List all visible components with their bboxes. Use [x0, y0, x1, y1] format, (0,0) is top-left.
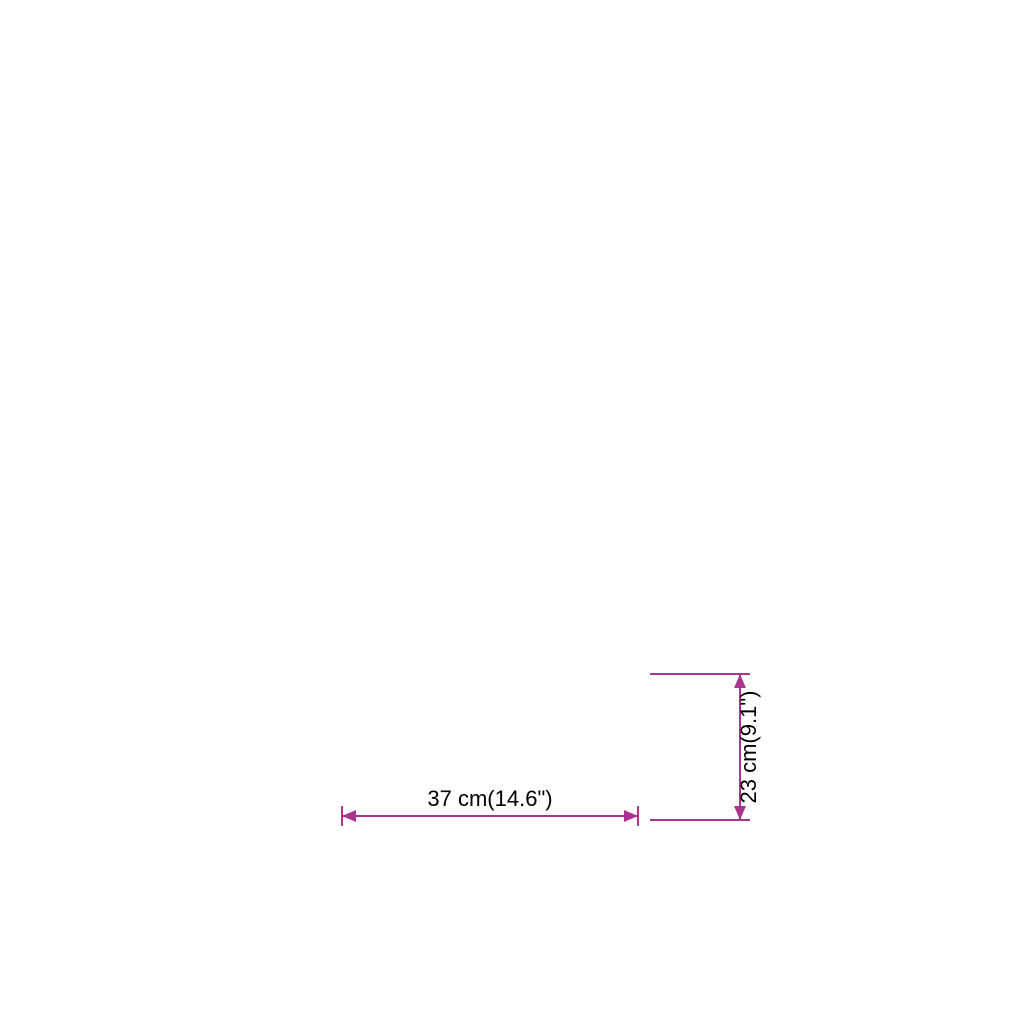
dim-shelf-height-label: 23 cm(9.1")	[736, 691, 761, 804]
dimension-drawing: 37 cm(14.6") 23 cm(9.1")	[0, 0, 1024, 1024]
dim-inner-width-label: 37 cm(14.6")	[427, 786, 552, 811]
